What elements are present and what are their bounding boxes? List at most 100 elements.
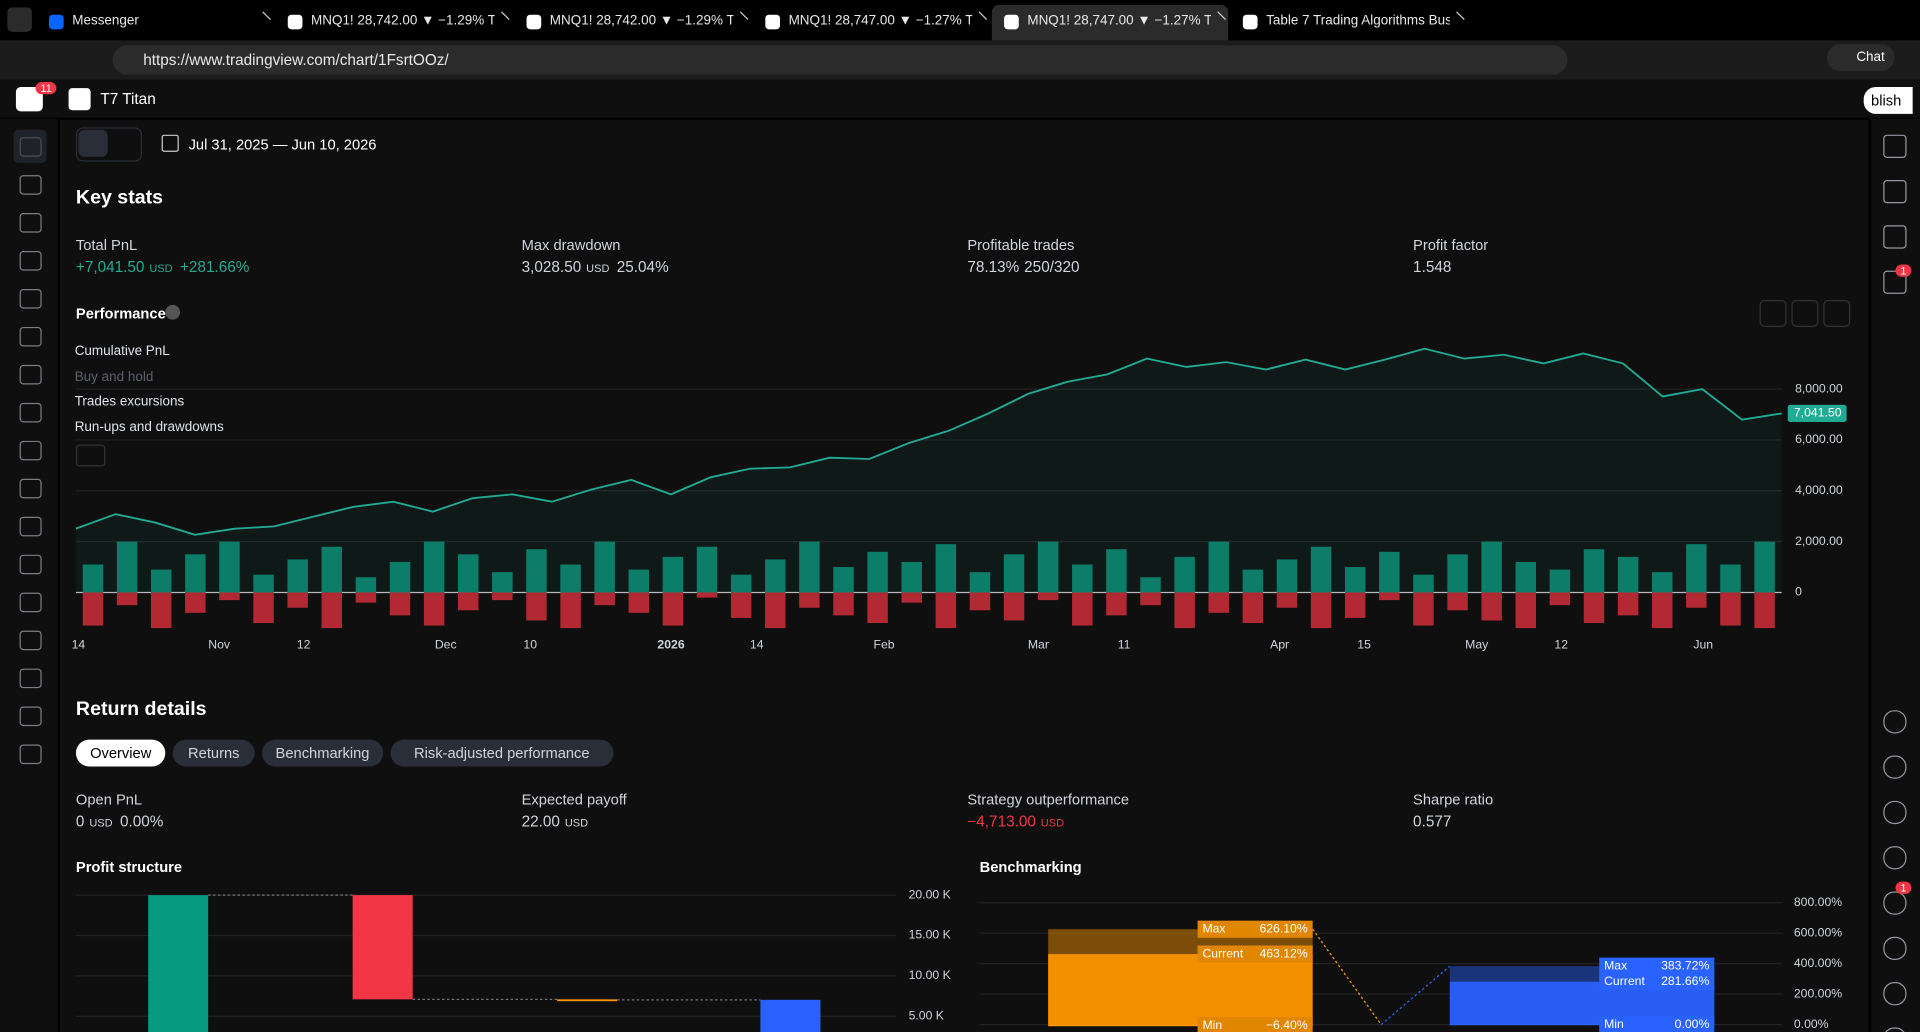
run-up-bar	[1413, 574, 1434, 593]
tab-button[interactable]: Returns	[172, 739, 255, 767]
tool-icon[interactable]	[19, 326, 42, 347]
tool-icon[interactable]	[19, 516, 42, 537]
tool-icon[interactable]	[19, 288, 42, 309]
tool-icon[interactable]	[19, 744, 42, 765]
drawdown-bar	[219, 592, 240, 601]
drawdown-bar	[423, 592, 445, 626]
drawdown-bar	[1379, 592, 1400, 601]
run-up-bar	[185, 554, 206, 593]
stat-name: Max	[1604, 958, 1627, 972]
side-icon[interactable]	[1883, 800, 1907, 825]
run-up-bar	[867, 551, 888, 593]
guide	[1312, 928, 1382, 1025]
run-up-bar	[935, 544, 957, 593]
stat-value: 78.13%	[967, 258, 1020, 276]
run-up-bar	[1583, 549, 1605, 593]
y-tick-label: 10.00 K	[909, 968, 952, 982]
tool-icon[interactable]	[19, 213, 42, 233]
side-icon[interactable]	[1883, 225, 1907, 249]
y-tick-label: 800.00%	[1794, 895, 1842, 909]
menu-button[interactable]	[7, 7, 32, 32]
tool-icon[interactable]	[19, 364, 42, 385]
drawdown-bar	[1276, 592, 1298, 608]
drawdown-bar	[1003, 592, 1025, 621]
stat-value: 0.577	[1413, 813, 1452, 831]
x-tick-label: 11	[1118, 638, 1131, 652]
tab-button[interactable]: Benchmarking	[262, 739, 384, 767]
tool-icon[interactable]	[19, 668, 42, 689]
drawdown-bar	[696, 592, 718, 598]
stat-unit: USD	[89, 816, 113, 829]
stat-value-row: 1.548	[1413, 258, 1456, 275]
side-icon[interactable]	[1883, 134, 1907, 158]
legend-item[interactable]: Cumulative PnL	[74, 344, 170, 359]
tool-icon[interactable]	[19, 402, 42, 423]
browser-tab[interactable]	[991, 4, 1229, 41]
drawdown-bar	[765, 592, 786, 629]
run-up-bar	[1481, 541, 1502, 593]
x-tick-label: 10	[523, 638, 537, 652]
legend-item[interactable]: Trades excursions	[74, 394, 185, 409]
layout-name[interactable]: T7 Titan	[100, 90, 156, 108]
url: https://www.tradingview.com/chart/1FsrtO…	[143, 51, 449, 69]
drawdown-bar	[1515, 592, 1537, 629]
side-icon[interactable]	[1883, 936, 1907, 961]
side-icon[interactable]	[1883, 710, 1907, 734]
legend-item[interactable]: Run-ups and drawdowns	[74, 419, 224, 435]
drawdown-bar	[935, 592, 957, 629]
run-up-bar	[1686, 544, 1707, 593]
tool-icon[interactable]	[19, 630, 42, 651]
side-icon[interactable]	[1883, 846, 1907, 870]
side-icon[interactable]	[1883, 891, 1907, 915]
drawdown-bar	[1447, 592, 1468, 611]
tab-button[interactable]: Risk-adjusted performance	[390, 739, 614, 767]
stat-value: 281.66%	[1661, 974, 1709, 988]
chat-button[interactable]: Chat	[1826, 44, 1895, 72]
drawdown-bar	[628, 592, 650, 613]
tool-icon[interactable]	[19, 554, 42, 575]
drawdown-bar	[833, 592, 854, 616]
run-up-bar	[560, 564, 581, 593]
stat-name: Current	[1202, 946, 1243, 960]
y-tick-label: 20.00 K	[909, 887, 952, 901]
address-bar[interactable]	[112, 45, 1568, 75]
drawdown-bar	[1208, 592, 1229, 613]
drawdown-bar	[1413, 592, 1434, 626]
tool-icon[interactable]	[19, 478, 42, 499]
drawdown-bar	[730, 592, 752, 618]
run-up-bar	[901, 561, 922, 593]
tool-icon[interactable]	[19, 175, 42, 195]
stat-value: 1.548	[1413, 258, 1452, 276]
drawdown-bar	[867, 592, 888, 623]
chart-button[interactable]	[1759, 300, 1787, 327]
side-icon[interactable]	[1883, 755, 1907, 779]
chart-button[interactable]	[1823, 300, 1851, 327]
collapse-button[interactable]	[75, 444, 106, 467]
drawdown-bar	[116, 592, 138, 606]
last-value-label: 7,041.50	[1794, 406, 1842, 420]
drawdown-bar	[321, 592, 343, 629]
tool-icon[interactable]	[19, 440, 42, 461]
publish-button[interactable]: blish	[1863, 86, 1913, 114]
run-up-bar	[150, 569, 172, 593]
run-up-bar	[799, 541, 820, 593]
y-tick-label: 5.00 K	[909, 1009, 945, 1023]
side-icon[interactable]	[1883, 180, 1907, 204]
run-up-bar	[696, 546, 718, 593]
help-icon	[165, 304, 181, 320]
x-tick-label: 12	[1554, 638, 1568, 652]
stat-label: Max drawdown	[521, 236, 621, 254]
side-icon[interactable]	[1883, 982, 1907, 1006]
run-up-bar	[1549, 569, 1571, 593]
view-toggle[interactable]	[75, 127, 143, 162]
tab-button[interactable]: Overview	[75, 739, 166, 767]
stat-unit: USD	[564, 816, 589, 829]
tool-icon[interactable]	[19, 706, 42, 727]
chart-button[interactable]	[1791, 300, 1819, 327]
tool-icon[interactable]	[19, 592, 42, 613]
date-range[interactable]: Jul 31, 2025 — Jun 10, 2026	[188, 135, 377, 154]
legend-item[interactable]: Buy and hold	[74, 369, 154, 384]
tool-icon[interactable]	[19, 251, 42, 271]
waterfall-bar	[352, 895, 413, 1000]
side-icon[interactable]	[1883, 270, 1907, 294]
